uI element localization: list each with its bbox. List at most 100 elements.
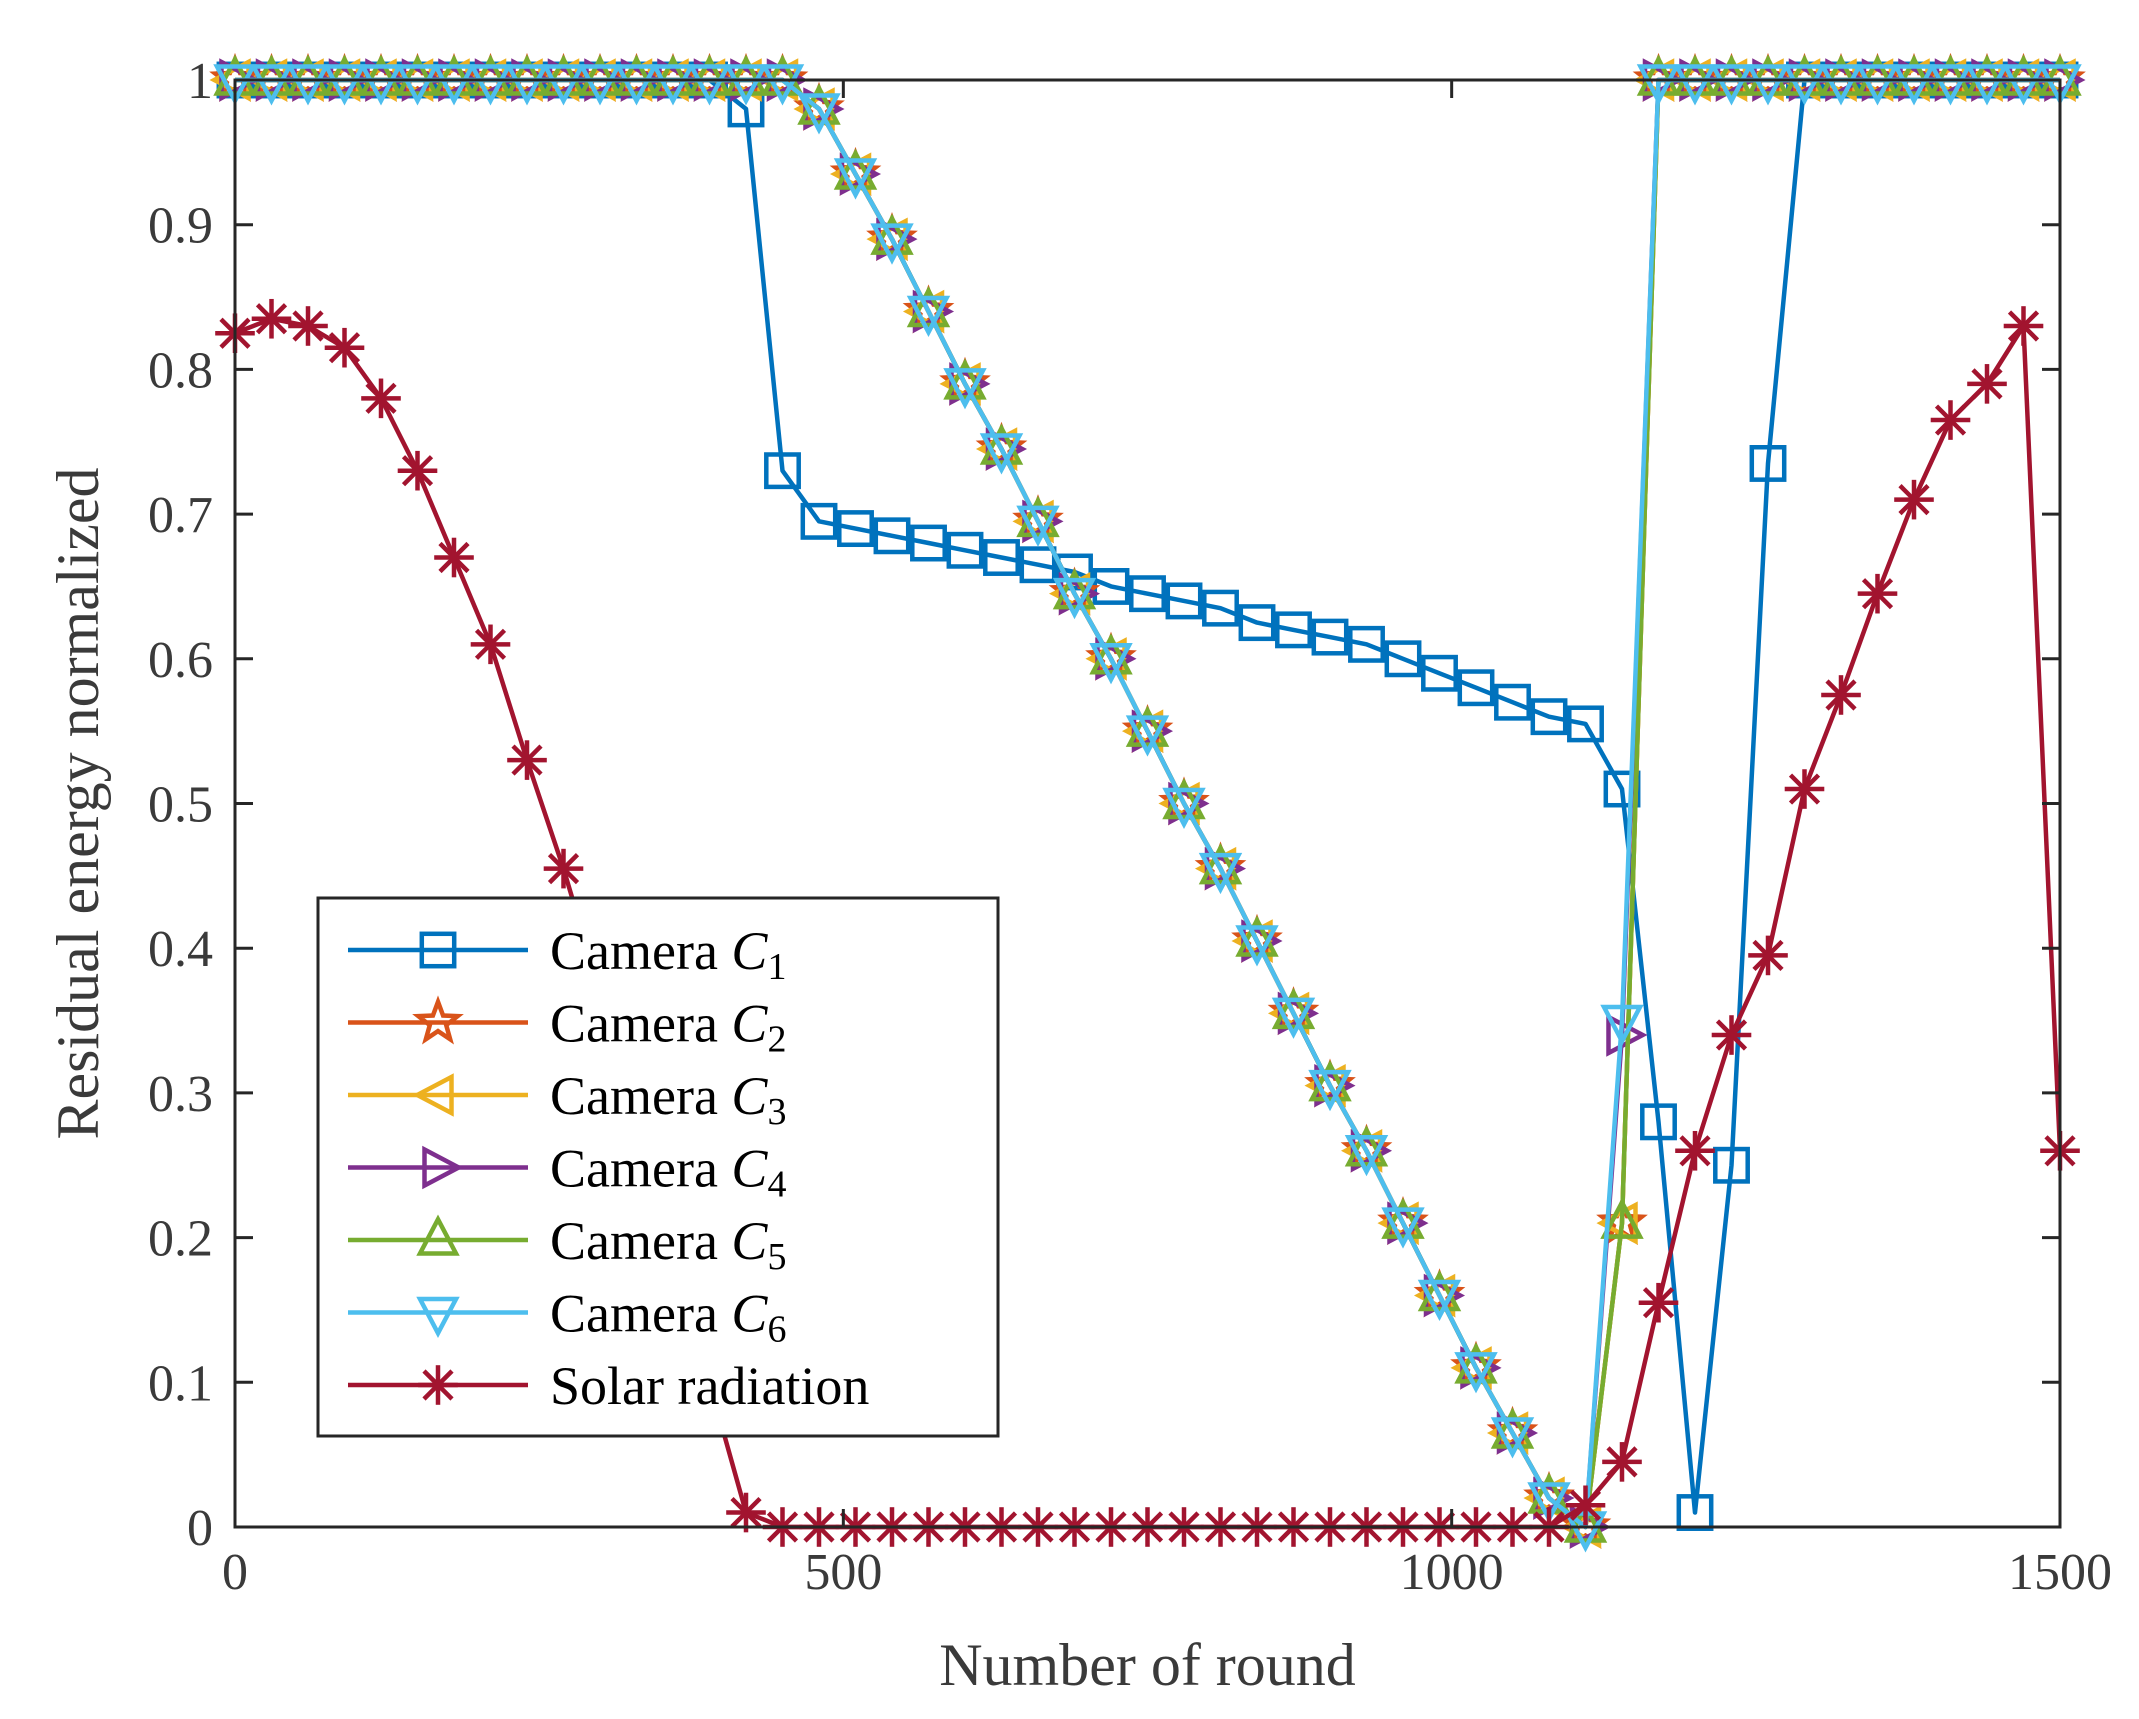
data-point-marker <box>1344 1125 1389 1167</box>
data-point-marker <box>1640 1103 1677 1141</box>
data-point-marker <box>2003 306 2044 346</box>
legend-entry-2: Camera C2 <box>348 994 786 1061</box>
data-point-marker <box>651 54 695 96</box>
data-point-marker <box>1600 1197 1644 1239</box>
data-point-marker <box>249 64 294 106</box>
data-point-marker <box>1855 64 1900 106</box>
data-point-marker <box>1308 1060 1352 1102</box>
data-point-marker <box>324 327 365 368</box>
data-point-marker <box>1600 1004 1644 1047</box>
data-point-marker <box>793 87 835 131</box>
data-point-marker <box>1308 1069 1352 1112</box>
data-point-marker <box>1892 54 1936 96</box>
data-point-marker <box>219 58 261 102</box>
data-point-marker <box>1052 577 1097 620</box>
data-point-marker <box>870 213 914 255</box>
legend-entry-7: Solar radiation <box>348 1356 869 1416</box>
data-point-marker <box>422 1145 464 1190</box>
data-point-marker <box>800 502 838 540</box>
data-point-marker <box>249 54 294 96</box>
data-point-marker <box>1709 54 1754 96</box>
data-point-marker <box>943 358 987 400</box>
data-point-marker <box>1490 1407 1535 1449</box>
data-point-marker <box>797 93 841 135</box>
data-point-marker <box>1125 715 1170 757</box>
data-point-marker <box>1162 777 1206 820</box>
data-point-marker <box>468 54 513 96</box>
data-point-marker <box>1819 64 1863 106</box>
data-point-marker <box>1892 64 1936 106</box>
y-tick-label: 1 <box>187 53 213 110</box>
data-point-marker <box>470 624 511 665</box>
data-point-marker <box>1596 1201 1638 1245</box>
data-point-marker <box>1381 1207 1425 1249</box>
data-point-marker <box>1421 654 1458 692</box>
data-point-marker <box>395 54 440 96</box>
legend-label: Camera C6 <box>550 1284 786 1351</box>
data-point-marker <box>1965 54 2009 96</box>
data-point-marker <box>541 54 586 96</box>
data-point-marker <box>543 848 584 889</box>
data-point-marker <box>1457 669 1495 707</box>
y-tick-label: 0.3 <box>148 1066 213 1123</box>
data-point-marker <box>1821 675 1861 715</box>
y-tick-label: 0.6 <box>148 632 213 689</box>
legend-label: Solar radiation <box>550 1356 869 1416</box>
data-point-marker <box>578 54 622 96</box>
x-tick-label: 0 <box>222 1544 248 1601</box>
data-point-marker <box>1711 1015 1752 1055</box>
data-point-marker <box>505 54 549 96</box>
y-tick-label: 0.7 <box>148 487 213 544</box>
data-point-marker <box>1928 64 1973 106</box>
data-point-marker <box>1746 64 1790 106</box>
data-point-marker <box>1928 54 1973 96</box>
legend-label: Camera C1 <box>550 921 786 988</box>
data-point-marker <box>797 83 841 125</box>
data-point-marker <box>1819 54 1863 96</box>
y-tick-label: 0.4 <box>148 921 213 978</box>
data-point-marker <box>983 539 1020 576</box>
data-point-marker <box>2038 64 2082 106</box>
data-point-marker <box>213 64 257 106</box>
data-point-marker <box>361 378 401 419</box>
data-point-marker <box>578 64 622 106</box>
data-point-marker <box>1709 64 1754 106</box>
data-point-marker <box>910 524 947 562</box>
y-tick-label: 0.9 <box>148 198 213 255</box>
data-point-marker <box>1494 683 1531 721</box>
data-point-marker <box>1016 505 1060 547</box>
data-point-marker <box>1417 1269 1462 1312</box>
data-point-marker <box>870 223 914 265</box>
x-tick-label: 500 <box>804 1544 882 1601</box>
data-point-marker <box>1056 553 1093 591</box>
data-point-marker <box>764 452 801 490</box>
ticks-layer: 0 500 1000 1500 0 0.1 0.2 0.3 0.4 0.5 0.6 0.7 0.8 0.9… <box>148 53 2112 1601</box>
data-point-marker <box>1894 479 1934 520</box>
data-point-marker <box>651 64 695 106</box>
data-point-marker <box>1384 640 1422 678</box>
data-point-marker <box>1530 698 1568 736</box>
data-point-marker <box>979 423 1024 465</box>
data-point-marker <box>1748 935 1788 976</box>
data-point-marker <box>1311 618 1349 656</box>
data-point-marker <box>760 54 805 96</box>
data-point-marker <box>1016 495 1060 538</box>
data-point-marker <box>1235 925 1279 967</box>
data-point-marker <box>1202 589 1239 627</box>
y-axis-title: Residual energy normalized <box>45 467 111 1139</box>
data-point-marker <box>1454 1342 1498 1384</box>
data-point-marker <box>1089 633 1133 675</box>
data-point-marker <box>1636 64 1681 106</box>
data-point-marker <box>1198 843 1243 885</box>
data-point-marker <box>286 54 330 96</box>
y-tick-label: 0 <box>187 1500 213 1557</box>
data-point-marker <box>1746 54 1790 96</box>
data-point-marker <box>1271 997 1316 1039</box>
data-point-marker <box>251 298 292 339</box>
data-point-marker <box>395 64 440 106</box>
data-point-marker <box>1162 787 1206 830</box>
data-point-marker <box>286 64 330 106</box>
data-point-marker <box>1527 1482 1571 1524</box>
